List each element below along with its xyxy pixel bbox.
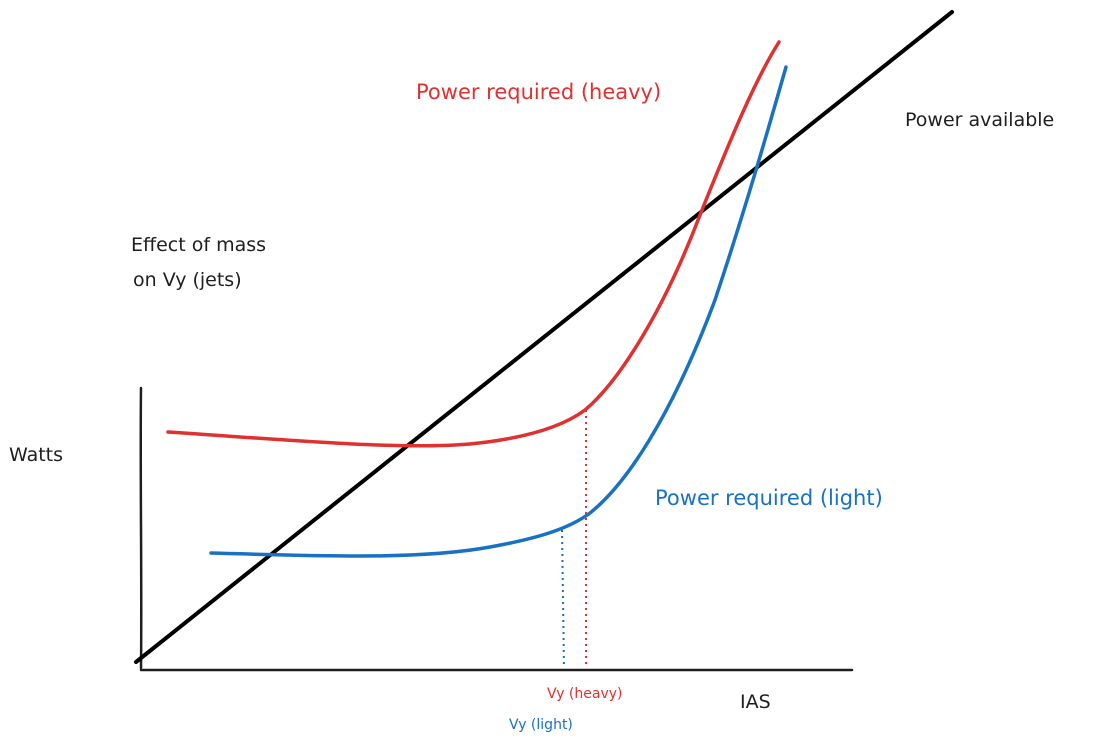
y-axis-label: Watts: [9, 444, 63, 466]
power-required-heavy-label: Power required (heavy): [416, 80, 661, 104]
vy-heavy-label: Vy (heavy): [547, 686, 623, 702]
x-axis: [139, 668, 854, 672]
power-available-label: Power available: [905, 109, 1054, 131]
x-axis-label: IAS: [740, 691, 771, 713]
power-available-line: [134, 10, 954, 664]
y-axis: [139, 386, 143, 670]
diagram-title-line-1: Effect of mass: [131, 234, 266, 256]
power-required-light-curve: [209, 65, 788, 558]
power-required-light-label: Power required (light): [655, 486, 883, 510]
vy-light-marker-line: [561, 529, 565, 669]
diagram-title-line-2: on Vy (jets): [133, 269, 242, 291]
vy-light-label: Vy (light): [509, 717, 573, 733]
